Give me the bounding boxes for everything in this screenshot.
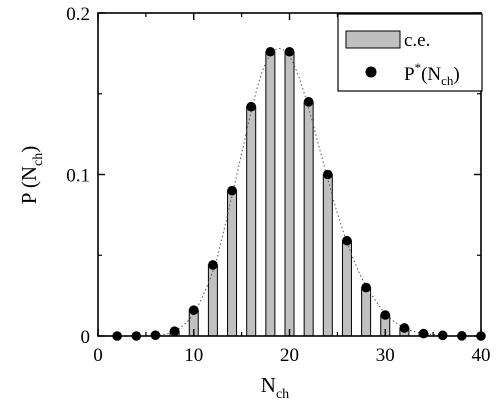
legend-p-main: P [404, 64, 415, 85]
point-14 [227, 185, 237, 196]
x-axis-title-sub: ch [276, 387, 289, 402]
legend-p-sup: * [415, 60, 422, 75]
y-tick-label: 0.2 [66, 4, 90, 25]
point-12 [208, 260, 218, 270]
legend: c.e. P*(Nch) [337, 13, 483, 92]
y-axis-title-sub: ch [31, 153, 46, 166]
x-tick-label: 10 [184, 345, 203, 366]
legend-label-p-star: P*(Nch) [404, 60, 460, 88]
x-tick-label: 30 [376, 345, 395, 366]
bar-14 [227, 190, 238, 337]
point-18 [265, 46, 276, 57]
bar-18 [265, 51, 276, 337]
bar-22 [303, 101, 314, 337]
bar-28 [361, 287, 372, 337]
legend-swatch-p-star [365, 66, 377, 78]
legend-swatch-ce [345, 30, 401, 49]
x-axis-title-main: N [261, 373, 276, 397]
legend-p-sub: ch [441, 73, 454, 88]
x-tick-label: 40 [472, 345, 491, 366]
y-tick-label: 0 [81, 327, 91, 348]
point-20 [284, 46, 295, 57]
y-tick-label: 0.1 [66, 166, 90, 187]
bar-12 [207, 264, 218, 337]
point-24 [323, 169, 333, 180]
point-32 [399, 323, 410, 333]
y-axis-title-close: ) [17, 146, 41, 153]
bar-20 [284, 51, 295, 337]
bar-16 [246, 106, 257, 337]
bar-series [150, 51, 467, 337]
y-axis-title: P (Nch) [17, 146, 46, 205]
x-tick-label: 20 [280, 345, 299, 366]
legend-p-open: (N [421, 64, 441, 85]
point-16 [246, 101, 256, 112]
legend-label-ce: c.e. [404, 30, 430, 51]
point-28 [361, 282, 371, 293]
axes: 0 10 20 30 40 0 0.1 0.2 [66, 4, 490, 366]
bar-26 [341, 240, 352, 337]
bar-24 [322, 174, 333, 337]
x-tick-label: 0 [93, 345, 103, 366]
y-axis-title-main: P (N [17, 166, 41, 204]
point-8 [169, 326, 180, 336]
point-10 [188, 305, 199, 315]
x-axis-title: Nch [261, 373, 289, 402]
point-6 [150, 330, 161, 340]
point-26 [342, 235, 352, 246]
legend-frame [337, 13, 483, 92]
point-34 [418, 328, 429, 339]
point-22 [303, 97, 314, 107]
point-30 [380, 310, 391, 320]
legend-p-close: ) [453, 64, 459, 85]
